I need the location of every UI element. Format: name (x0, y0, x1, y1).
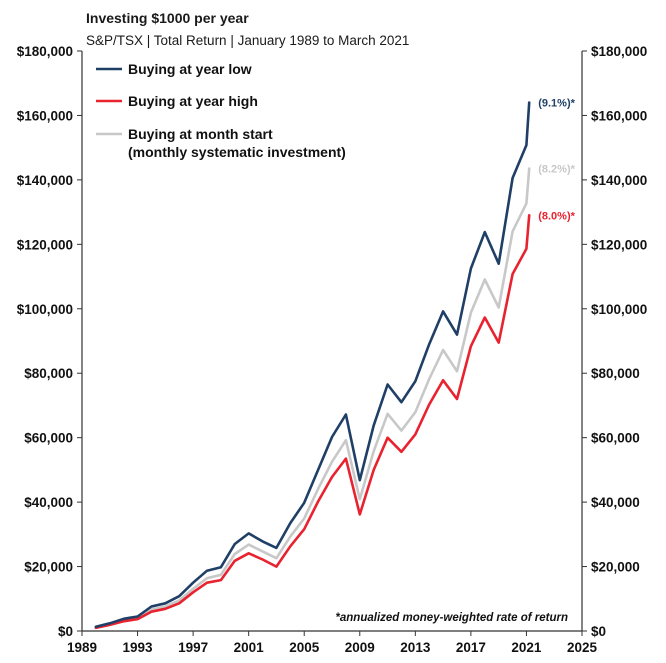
y-tick-label-left: $40,000 (24, 495, 73, 510)
y-tick-label-left: $160,000 (17, 108, 73, 123)
y-tick-label-right: $180,000 (591, 44, 647, 59)
x-tick-label: 2009 (345, 640, 375, 655)
y-tick-label-left: $20,000 (24, 560, 73, 575)
y-tick-label-left: $180,000 (17, 44, 73, 59)
x-tick-label: 2005 (289, 640, 320, 655)
footnote: *annualized money-weighted rate of retur… (335, 612, 568, 624)
x-tick-label: 1993 (123, 640, 154, 655)
axes: $0 $0 $20,000 $20,000 $40,000 $40,000 $60,000 $… (17, 44, 648, 655)
series-line (94, 214, 531, 630)
y-tick-label-left: $0 (58, 624, 73, 639)
series-lines (94, 101, 531, 630)
chart-subtitle: S&P/TSX | Total Return | January 1989 to… (86, 33, 409, 48)
y-tick-label-right: $160,000 (591, 108, 647, 123)
y-tick-label-right: $140,000 (591, 173, 647, 188)
rate-label: (8.2%)* (538, 164, 575, 176)
y-tick-label-right: $60,000 (591, 431, 640, 446)
y-tick-label-left: $120,000 (17, 237, 73, 252)
rate-labels: (9.1%)* (8.0%)* (8.2%)* (538, 98, 575, 223)
rate-label: (8.0%)* (538, 210, 575, 222)
y-tick-label-right: $80,000 (591, 366, 640, 381)
y-tick-label-right: $0 (591, 624, 606, 639)
legend: Buying at year low Buying at year high Buy… (96, 61, 346, 160)
y-tick-label-left: $100,000 (17, 302, 73, 317)
y-tick-label-left: $60,000 (24, 431, 73, 446)
x-tick-label: 1997 (178, 640, 208, 655)
y-tick-label-left: $140,000 (17, 173, 73, 188)
legend-label: Buying at year low (128, 61, 252, 77)
x-tick-label: 1989 (67, 640, 97, 655)
y-tick-label-right: $20,000 (591, 560, 640, 575)
y-tick-label-right: $100,000 (591, 302, 647, 317)
x-tick-label: 2021 (511, 640, 542, 655)
x-tick-label: 2001 (234, 640, 265, 655)
y-tick-label-right: $120,000 (591, 237, 647, 252)
y-tick-label-right: $40,000 (591, 495, 640, 510)
y-tick-label-left: $80,000 (24, 366, 73, 381)
x-tick-label: 2013 (400, 640, 431, 655)
x-tick-label: 2017 (456, 640, 486, 655)
x-tick-label: 2025 (567, 640, 598, 655)
series-line (94, 167, 531, 629)
rate-label: (9.1%)* (538, 98, 575, 110)
chart-title: Investing $1000 per year (86, 10, 249, 26)
series-line (94, 101, 531, 629)
legend-label: Buying at month start (monthly systematic… (128, 126, 346, 160)
legend-label: Buying at year high (128, 93, 258, 109)
